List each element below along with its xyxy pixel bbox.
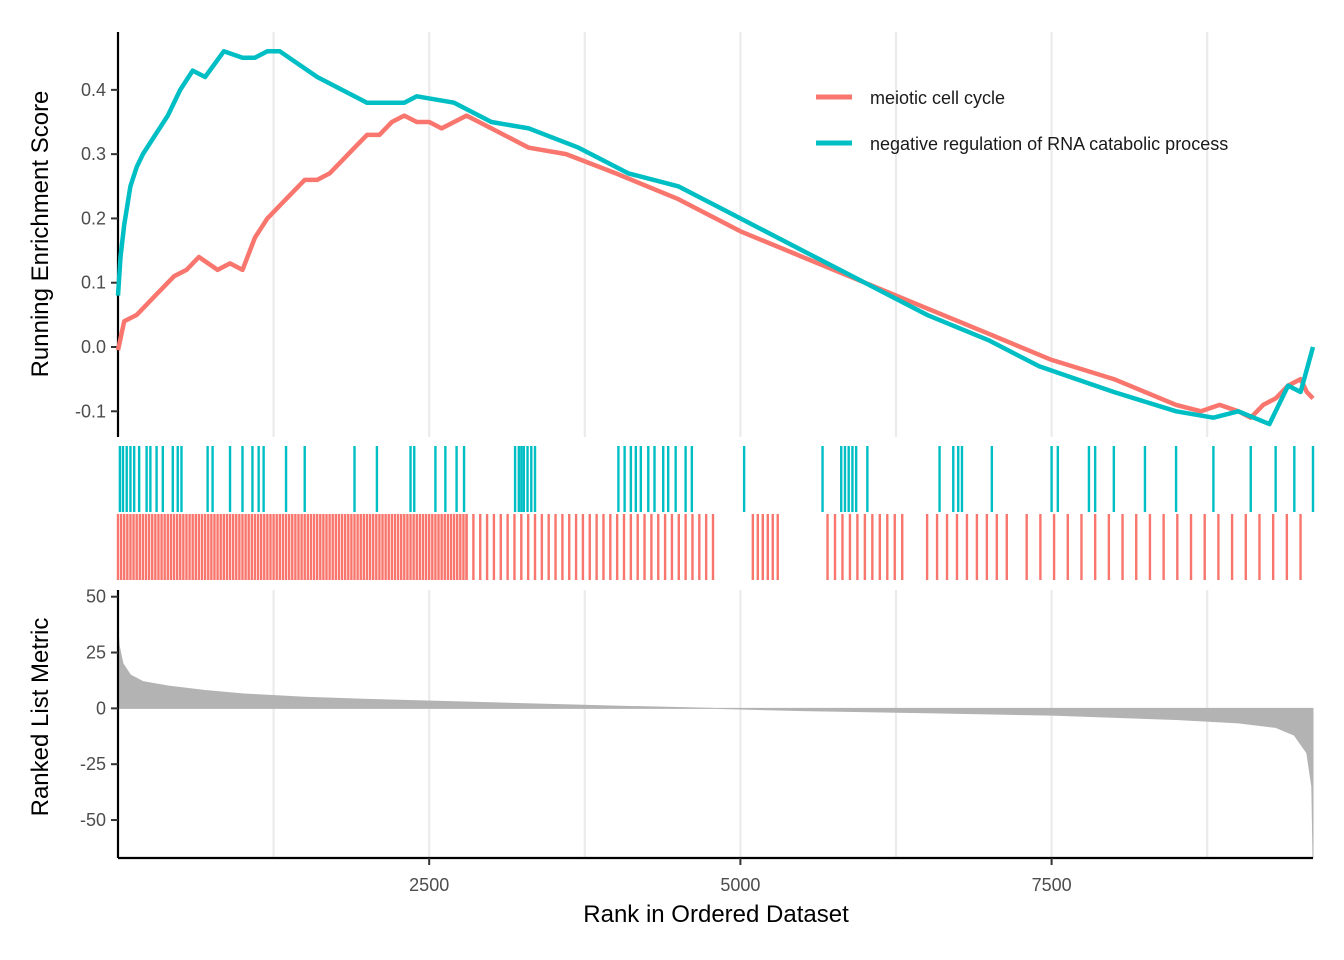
y-tick-label: 0.2 — [81, 208, 106, 228]
y-axis-title-running-enrichment: Running Enrichment Score — [27, 91, 54, 378]
y-tick-label: 50 — [86, 587, 106, 607]
x-axis-title: Rank in Ordered Dataset — [583, 901, 849, 928]
x-tick-label: 5000 — [720, 875, 760, 895]
x-tick-label: 2500 — [409, 875, 449, 895]
series-line-meiotic — [115, 113, 1315, 420]
metric-area — [117, 630, 1314, 859]
x-tick-label: 7500 — [1032, 875, 1072, 895]
y-tick-label: 0.3 — [81, 144, 106, 164]
y-tick-label: -50 — [80, 810, 106, 830]
running-enrichment-panel: 0.0 0.1 0.2 0.3 0.4 -0.1 — [75, 32, 1316, 437]
ranked-list-metric-panel: 50 25 0 -25 -50 2500 5000 7500 — [80, 587, 1314, 895]
legend: meiotic cell cycle negative regulation o… — [816, 88, 1228, 154]
y-tick-label: 0 — [96, 698, 106, 718]
y-tick-label: -25 — [80, 754, 106, 774]
y-tick-label: -0.1 — [75, 401, 106, 421]
y-tick-label: 0.0 — [81, 337, 106, 357]
series-line-rna-catabolic — [115, 49, 1316, 427]
y-tick-label: 25 — [86, 643, 106, 663]
gene-hits-panel — [116, 446, 1315, 580]
y-tick-label: 0.4 — [81, 80, 106, 100]
y-tick-label: 0.1 — [81, 273, 106, 293]
legend-label-rna-catabolic: negative regulation of RNA catabolic pro… — [870, 134, 1228, 154]
y-axis-title-ranked-list-metric: Ranked List Metric — [27, 618, 54, 817]
legend-label-meiotic: meiotic cell cycle — [870, 88, 1005, 108]
